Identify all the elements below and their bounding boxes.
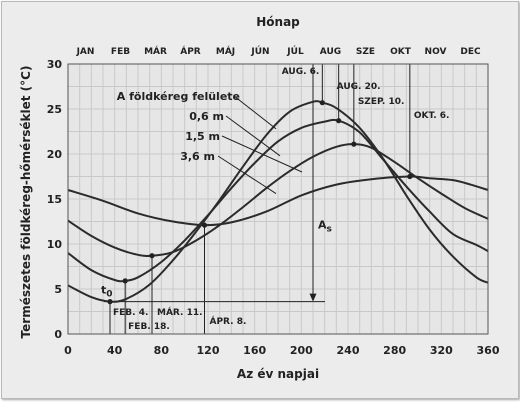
curve-label-text: 0,6 m [189,110,224,123]
min-date-label: ÁPR. 8. [210,315,247,327]
x-tick-label: 80 [154,344,170,357]
curve-label-leader [233,95,277,130]
data-point [201,222,208,228]
y-tick-labels: 0 5 10 15 20 25 30 [47,58,63,341]
y-axis-title: Természetes földkéreg-hőmérséklet (°C) [19,66,33,339]
y-tick-label: 15 [47,193,62,206]
x-tick-label: 200 [290,344,313,357]
series-line-0-6m [67,118,489,283]
series-lines [67,100,489,303]
month-label: NOV [425,47,447,57]
top-axis-title: Hónap [256,15,300,29]
t0-label-sub: 0 [106,290,112,300]
month-label: MÁR [144,45,167,57]
x-tick-label: 240 [337,344,360,357]
annotation-labels: FEB. 4. FEB. 18. MÁR. 11. ÁPR. 8. AUG. 6. AUG… [101,67,449,332]
soil-temperature-chart: 0 40 80 120 160 200 240 280 320 360 051015202530 … [19,15,500,381]
amplitude-label: As [318,219,332,235]
amplitude-label-sub: s [327,225,332,235]
x-tick-labels: 0 40 80 120 160 200 240 280 320 360 [64,344,500,357]
min-date-label: MÁR. 11. [157,306,203,318]
month-label: FEB [111,47,130,57]
y-tick-label: 25 [47,103,62,116]
min-date-label: FEB. 4. [113,308,148,318]
data-point [351,141,357,147]
curve-label-text: 1,5 m [185,130,220,143]
max-date-label: OKT. 6. [414,111,450,121]
month-label: MÁJ [216,45,235,57]
data-point [107,299,113,305]
y-tick-label: 10 [47,238,63,251]
series-line-3-6m [67,175,489,227]
amplitude-label-main: A [318,219,327,232]
curve-label-leader [221,135,303,173]
x-tick-label: 0 [64,344,72,357]
month-label: JÚL [286,45,304,57]
y-tick-label: 5 [54,283,62,296]
month-label: DEC [460,47,481,57]
y-tick-label: 20 [47,148,63,161]
series-line-surface [67,100,489,303]
data-point [407,173,413,180]
curve-label-text: 3,6 m [180,150,215,163]
plot-border [67,63,489,335]
month-label: AUG [320,47,341,57]
curve-label-leader [217,155,277,195]
month-label: OKT [390,47,412,57]
x-tick-label: 280 [383,344,406,357]
max-date-label: SZEP. 10. [358,97,405,107]
t0-label-main: t [101,284,106,297]
amplitude-arrow-head [309,293,317,302]
data-point [122,278,128,284]
t0-label: t0 [101,284,113,300]
data-point [319,100,325,106]
series-markers [107,100,413,305]
data-point [336,118,342,124]
max-date-label: AUG. 6. [282,67,320,77]
x-tick-label: 360 [477,344,500,357]
x-tick-label: 160 [243,344,266,357]
curve-labels: A földkéreg felülete 0,6 m 1,5 m 3,6 m [117,90,303,195]
min-date-label: FEB. 18. [128,322,170,332]
month-label: SZE [356,47,375,57]
month-label: JAN [76,47,95,57]
max-date-label: AUG. 20. [337,82,381,92]
x-axis-title: Az év napjai [237,367,319,381]
x-tick-label: 40 [107,344,123,357]
x-tick-label: 120 [197,344,220,357]
curve-label-text: A földkéreg felülete [117,90,240,103]
x-tick-label: 320 [430,344,453,357]
month-label: ÁPR [180,45,201,57]
month-label: JÚN [250,45,269,57]
data-point [149,253,155,259]
curve-label-leader [225,115,281,157]
y-tick-label: 30 [47,58,63,71]
y-tick-label: 0 [54,328,62,341]
month-labels: JAN FEB MÁR ÁPR MÁJ JÚN JÚL AUG SZE OKT NOV DEC [76,45,481,57]
